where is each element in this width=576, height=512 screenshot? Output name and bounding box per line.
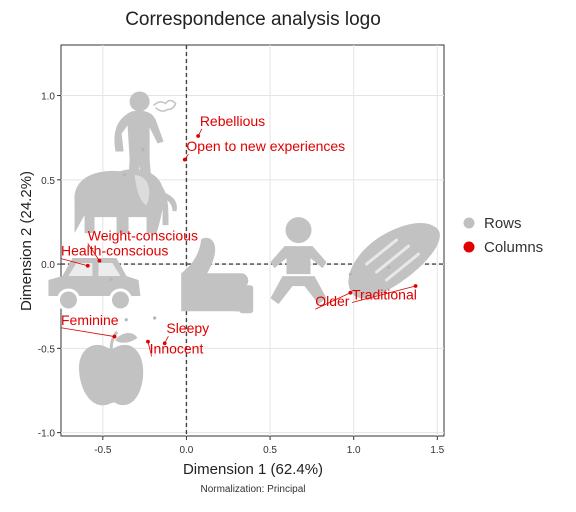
x-tick-label: -0.5 [94,445,112,456]
column-point [112,334,117,339]
column-label: Health-conscious [61,243,168,259]
column-point [413,284,418,288]
column-label: Sleepy [166,320,209,336]
x-tick-label: 0.0 [179,445,193,456]
y-tick-label: -0.5 [38,344,56,355]
column-point [182,157,187,162]
baby-icon [270,217,327,305]
column-leader-line [60,327,115,337]
row-point [122,173,127,177]
column-point [97,258,102,263]
column-leader-line [315,292,351,310]
row-icons [48,91,440,406]
person-smoking-icon [114,91,177,196]
legend-columns-label: Columns [484,239,543,256]
column-point [146,339,150,344]
column-leader-line [87,243,100,261]
column-point [85,263,90,268]
column-leader-line [147,341,153,357]
column-leader-line [60,258,88,267]
y-ticks: -1.0 -0.5 0.0 0.5 1.0 [38,92,61,440]
y-tick-label: 0.5 [41,176,55,187]
column-points: Rebellious Open to new experiences Weight-… [60,113,418,357]
x-tick-label: 1.0 [347,445,361,456]
row-point [348,272,352,276]
y-tick-label: 0.0 [41,260,55,271]
thumbs-up-icon [181,237,254,314]
bread-icon [348,223,440,299]
column-label: Rebellious [200,113,265,129]
row-points [109,147,391,322]
x-tick-label: 0.5 [263,445,277,456]
column-point [196,134,201,138]
row-point [141,147,145,152]
legend-rows-marker [463,217,475,229]
row-point [124,318,128,322]
x-tick-label: 1.5 [430,445,444,456]
zero-lines [61,45,444,436]
column-label: Weight-conscious [88,228,198,244]
x-axis-label: Dimension 1 (62.4%) [183,461,323,478]
legend: Rows Columns [463,215,543,256]
row-point [109,277,113,281]
column-point [348,290,353,295]
normalization-note: Normalization: Principal [200,484,305,495]
column-label: Traditional [352,286,417,302]
column-leader-line [351,285,416,303]
chart-title: Correspondence analysis logo [125,9,381,30]
y-tick-label: 1.0 [41,92,55,103]
row-point [153,316,157,320]
y-tick-label: -1.0 [38,429,56,440]
column-label: Innocent [150,340,204,356]
column-label: Feminine [61,312,119,328]
row-point [387,265,391,270]
x-ticks: -0.5 0.0 0.5 1.0 1.5 [94,436,445,456]
y-axis-label: Dimension 2 (24.2%) [18,171,35,311]
legend-rows-label: Rows [484,215,522,232]
legend-columns-marker [463,241,475,253]
column-label: Older [315,293,350,309]
apple-icon [79,330,144,406]
column-point [162,341,167,346]
elephant-icon [74,169,177,234]
column-label: Open to new experiences [186,138,345,154]
car-icon [48,258,141,312]
